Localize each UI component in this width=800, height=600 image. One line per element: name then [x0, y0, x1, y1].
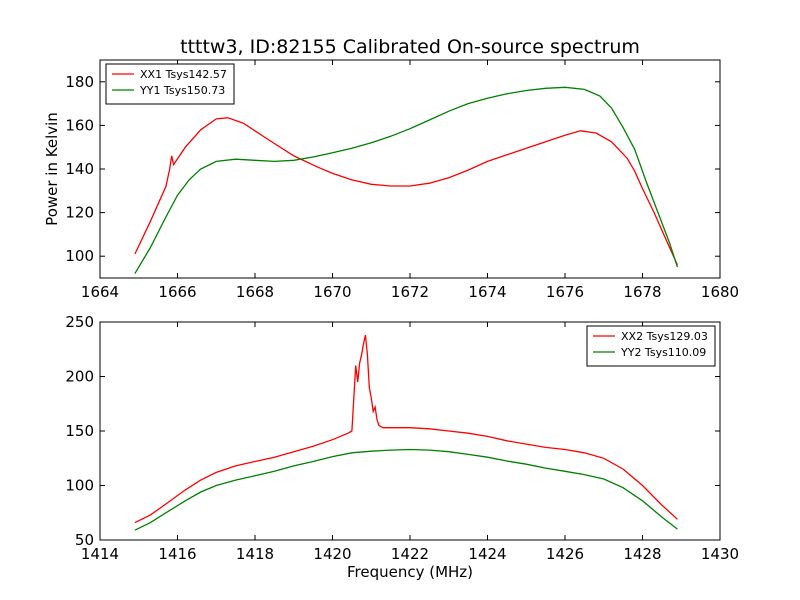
y-tick-label: 100 — [65, 477, 94, 495]
y-tick-label: 150 — [65, 422, 94, 440]
y-tick-label: 140 — [65, 160, 94, 178]
x-tick-label: 1668 — [236, 283, 274, 301]
x-tick-label: 1418 — [236, 545, 274, 563]
x-tick-label: 1414 — [81, 545, 119, 563]
bottom-panel: 1414 1416 1418 1420 1422 1424 1426 1428 1430 50 10… — [65, 313, 739, 581]
y-tick-label: 100 — [65, 247, 94, 265]
series-line-1-1 — [134, 448, 678, 531]
x-tick-label: 1664 — [81, 283, 119, 301]
legend: XX2 Tsys129.03 YY2 Tsys110.09 — [586, 325, 716, 367]
y-tick-label: 180 — [65, 73, 94, 91]
y-tick-label: 160 — [65, 116, 94, 134]
series-line-0-0 — [134, 117, 678, 266]
series-line-0-1 — [134, 86, 679, 274]
x-tick-label: 1426 — [546, 545, 584, 563]
legend-box — [586, 325, 716, 367]
legend-box — [105, 63, 235, 105]
legend-label: YY1 Tsys150.73 — [139, 84, 225, 97]
x-tick-label: 1416 — [158, 545, 196, 563]
chart-title: ttttw3, ID:82155 Calibrated On-source sp… — [180, 36, 640, 58]
x-tick-label: 1420 — [313, 545, 351, 563]
x-tick-label: 1674 — [468, 283, 506, 301]
x-tick-label: 1670 — [313, 283, 351, 301]
x-tick-label: 1676 — [546, 283, 584, 301]
x-tick-label: 1422 — [391, 545, 429, 563]
x-tick-label: 1424 — [468, 545, 506, 563]
y-tick-label: 120 — [65, 204, 94, 222]
x-tick-label: 1680 — [701, 283, 739, 301]
x-tick-label: 1666 — [158, 283, 196, 301]
x-tick-label: 1430 — [701, 545, 739, 563]
x-axis-label: Frequency (MHz) — [347, 563, 473, 581]
legend-label: XX2 Tsys129.03 — [621, 330, 708, 343]
x-tick-label: 1672 — [391, 283, 429, 301]
x-tick-label: 1428 — [623, 545, 661, 563]
y-tick-label: 200 — [65, 368, 94, 386]
x-tick-label: 1678 — [623, 283, 661, 301]
y-tick-label: 250 — [65, 313, 94, 331]
y-axis-label: Power in Kelvin — [43, 112, 61, 226]
top-panel: 1664 1666 1668 1670 1672 1674 1676 1678 1680 100 1… — [43, 59, 739, 301]
series-line-1-0 — [134, 334, 678, 524]
legend-label: XX1 Tsys142.57 — [140, 68, 227, 81]
legend: XX1 Tsys142.57 YY1 Tsys150.73 — [105, 63, 235, 105]
y-tick-label: 50 — [75, 531, 94, 549]
legend-label: YY2 Tsys110.09 — [620, 346, 706, 359]
